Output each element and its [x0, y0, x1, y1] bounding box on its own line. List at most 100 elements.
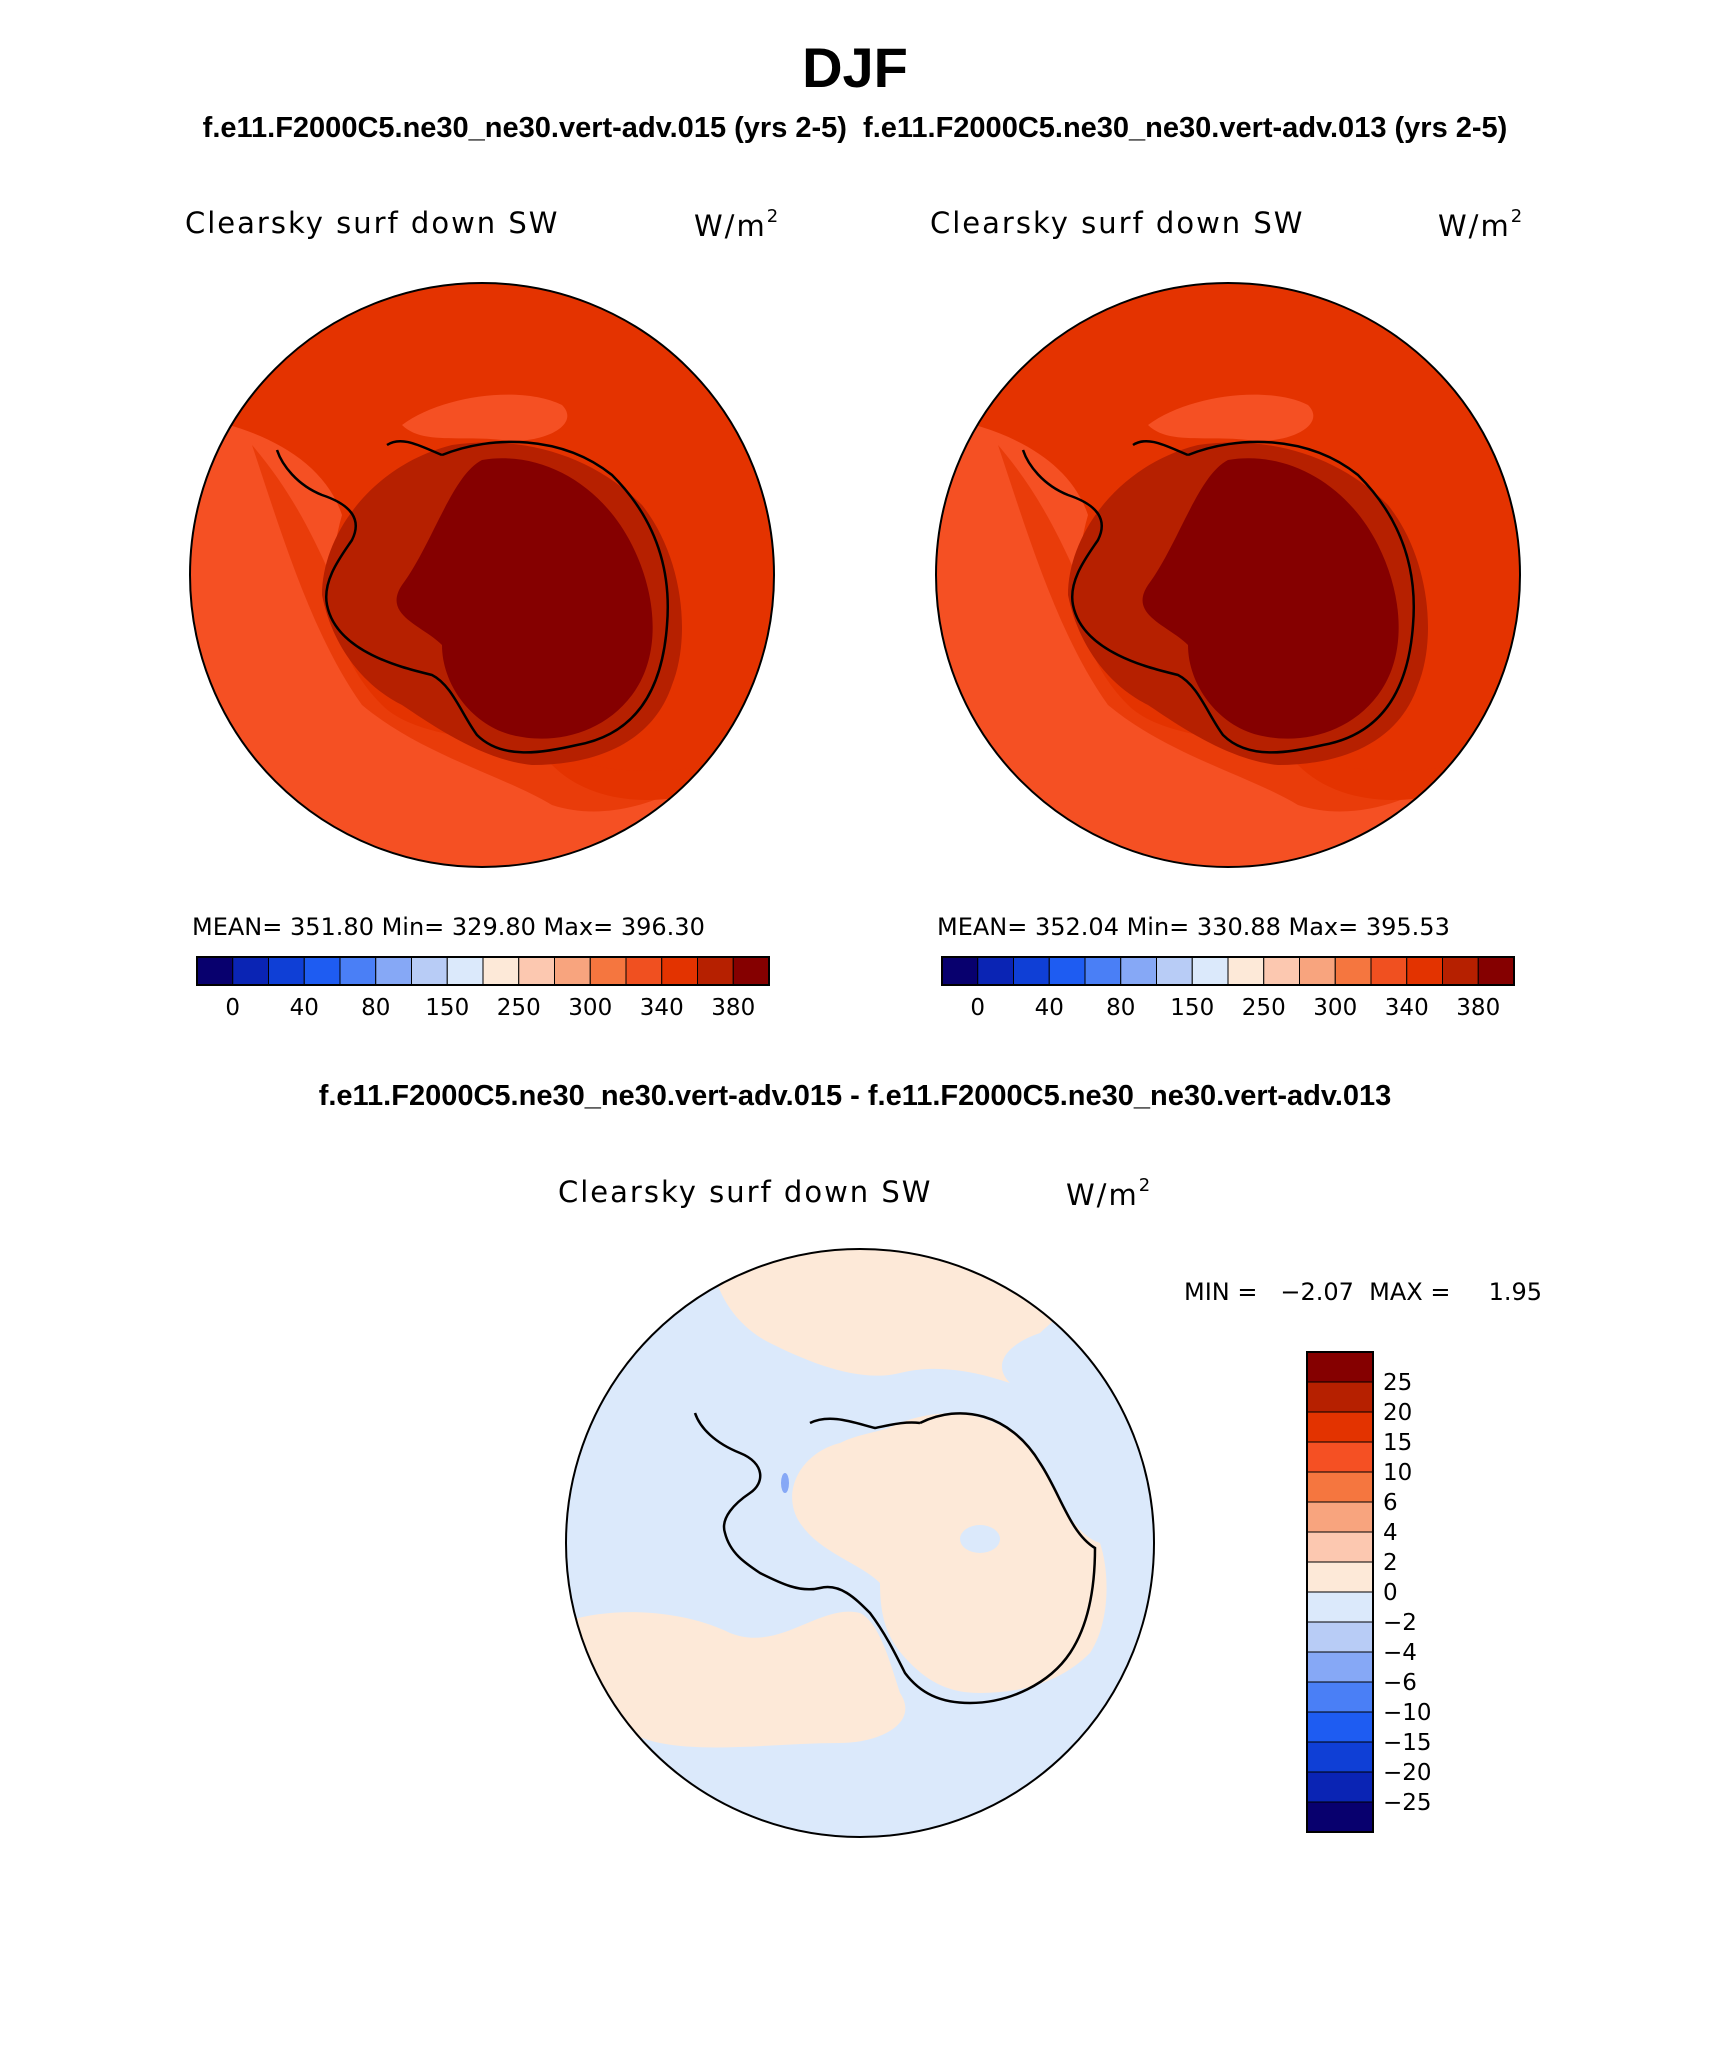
colorbar-swatch — [1406, 956, 1443, 986]
colorbar-tick-label: 20 — [1383, 1400, 1412, 1426]
colorbar-swatch — [1306, 1591, 1374, 1623]
colorbar-tick-label: 0 — [970, 995, 985, 1021]
colorbar-tick-label: 4 — [1383, 1520, 1398, 1546]
colorbar-swatch — [375, 956, 412, 986]
blue-spot — [781, 1473, 789, 1493]
panel2-stats: MEAN= 352.04 Min= 330.88 Max= 395.53 — [937, 913, 1450, 941]
colorbar-swatch — [1120, 956, 1157, 986]
colorbar-swatch — [303, 956, 341, 986]
colorbar-frame — [196, 956, 770, 986]
colorbar-swatch — [518, 956, 555, 986]
colorbar-tick-label: −4 — [1383, 1640, 1417, 1666]
colorbar-panel1: 0 40 80 150 250 300 340 380 — [196, 956, 770, 1021]
antarctica-coastline — [275, 439, 669, 754]
diff-variable-label: Clearsky surf down SW — [558, 1175, 933, 1209]
colorbar-swatch — [1306, 1531, 1374, 1563]
colorbar-swatch — [1191, 956, 1229, 986]
panel2-units-label: W/m2 — [1438, 206, 1523, 243]
colorbar-swatch — [1306, 1621, 1374, 1653]
map-border — [565, 1248, 1155, 1838]
colorbar-swatch — [446, 956, 484, 986]
colorbar-swatch — [1227, 956, 1265, 986]
colorbar-tick-label: 80 — [361, 995, 390, 1021]
difference-title: f.e11.F2000C5.ne30_ne30.vert-adv.015 - f… — [318, 1080, 1392, 1112]
difference-map — [565, 1248, 1155, 1838]
panel1-field — [190, 283, 774, 867]
colorbar-swatch — [1306, 1351, 1374, 1383]
colorbar-frame — [941, 956, 1515, 986]
case1-title: f.e11.F2000C5.ne30_ne30.vert-adv.015 (yr… — [202, 112, 847, 144]
colorbar-swatch — [589, 956, 627, 986]
colorbar-tick-label: 6 — [1383, 1490, 1398, 1516]
colorbar-tick-label: 0 — [225, 995, 240, 1021]
colorbar-swatch — [196, 956, 234, 986]
panel1-map — [189, 282, 775, 868]
colorbar-tick-label: 40 — [290, 995, 319, 1021]
panel1-variable-label: Clearsky surf down SW — [185, 206, 560, 240]
colorbar-swatch — [1442, 956, 1479, 986]
panel2-variable-label: Clearsky surf down SW — [930, 206, 1305, 240]
colorbar-tick-label: 300 — [1313, 995, 1357, 1021]
colorbar-swatch — [1306, 1801, 1374, 1833]
colorbar-tick-label: 15 — [1383, 1430, 1412, 1456]
colorbar-swatch — [1306, 1441, 1374, 1473]
case2-title: f.e11.F2000C5.ne30_ne30.vert-adv.013 (yr… — [863, 112, 1508, 144]
case-titles: f.e11.F2000C5.ne30_ne30.vert-adv.015 (yr… — [0, 110, 1710, 146]
colorbar-swatch — [697, 956, 734, 986]
colorbar-tick-label: 80 — [1106, 995, 1135, 1021]
colorbar-swatch — [941, 956, 979, 986]
colorbar-tick-label: −2 — [1383, 1610, 1417, 1636]
colorbar-tick-label: −10 — [1383, 1700, 1432, 1726]
diff-minmax: MIN = −2.07 MAX = 1.95 — [1184, 1278, 1543, 1306]
colorbar-swatch — [1334, 956, 1372, 986]
colorbar-tick-label: 0 — [1383, 1580, 1398, 1606]
light-sector — [936, 415, 1520, 867]
colorbar-swatch — [977, 956, 1014, 986]
colorbar-tick-label: 25 — [1383, 1370, 1412, 1396]
colorbar-swatch — [732, 956, 770, 986]
colorbar-swatch — [1306, 1561, 1374, 1593]
colorbar-swatch — [1370, 956, 1408, 986]
colorbar-swatch — [1306, 1381, 1374, 1413]
interior-field — [396, 458, 653, 739]
colorbar-swatch — [1156, 956, 1193, 986]
interior-field — [1142, 458, 1399, 739]
colorbar-tick-label: 380 — [1456, 995, 1500, 1021]
panel1-stats: MEAN= 351.80 Min= 329.80 Max= 396.30 — [192, 913, 705, 941]
colorbar-swatch — [1306, 1501, 1374, 1533]
colorbar-swatch — [411, 956, 448, 986]
page-title: DJF — [802, 36, 908, 99]
colorbar-tick-label: 340 — [1385, 995, 1429, 1021]
colorbar-tick-label: 340 — [640, 995, 684, 1021]
colorbar-swatch — [1306, 1681, 1374, 1713]
colorbar-tick-label: 250 — [497, 995, 541, 1021]
colorbar-swatch — [482, 956, 520, 986]
colorbar-tick-label: 2 — [1383, 1550, 1398, 1576]
colorbar-swatch — [1084, 956, 1122, 986]
colorbar-tick-label: 10 — [1383, 1460, 1412, 1486]
colorbar-swatch — [1306, 1711, 1374, 1743]
colorbar-tick-label: 40 — [1035, 995, 1064, 1021]
colorbar-swatch — [1306, 1471, 1374, 1503]
colorbar-tick-label: 150 — [1170, 995, 1214, 1021]
colorbar-tick-label: 150 — [425, 995, 469, 1021]
colorbar-swatch — [1306, 1411, 1374, 1443]
colorbar-swatch — [554, 956, 591, 986]
colorbar-swatch — [1306, 1771, 1374, 1803]
light-sector — [190, 415, 774, 867]
colorbar-tick-label: −20 — [1383, 1760, 1432, 1786]
colorbar-swatch — [1306, 1741, 1374, 1773]
antarctica-coastline — [1021, 439, 1415, 754]
map-border — [189, 282, 775, 868]
colorbar-swatch — [1477, 956, 1515, 986]
colorbar-swatch — [1048, 956, 1086, 986]
colorbar-swatch — [1299, 956, 1336, 986]
colorbar-swatch — [268, 956, 305, 986]
colorbar-tick-label: 250 — [1242, 995, 1286, 1021]
colorbar-panel2: 0 40 80 150 250 300 340 380 — [941, 956, 1515, 1021]
diff-units-label: W/m2 — [1066, 1175, 1151, 1212]
colorbar-swatch — [661, 956, 698, 986]
panel2-field — [936, 283, 1520, 867]
colorbar-swatch — [1013, 956, 1050, 986]
